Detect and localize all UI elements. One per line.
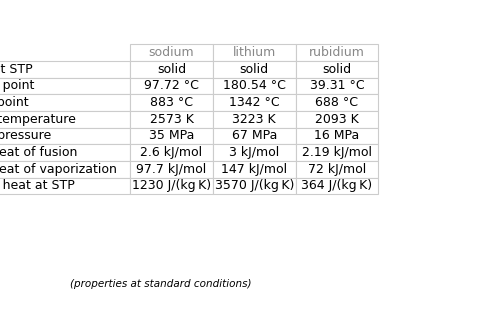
Text: (properties at standard conditions): (properties at standard conditions): [69, 279, 251, 288]
